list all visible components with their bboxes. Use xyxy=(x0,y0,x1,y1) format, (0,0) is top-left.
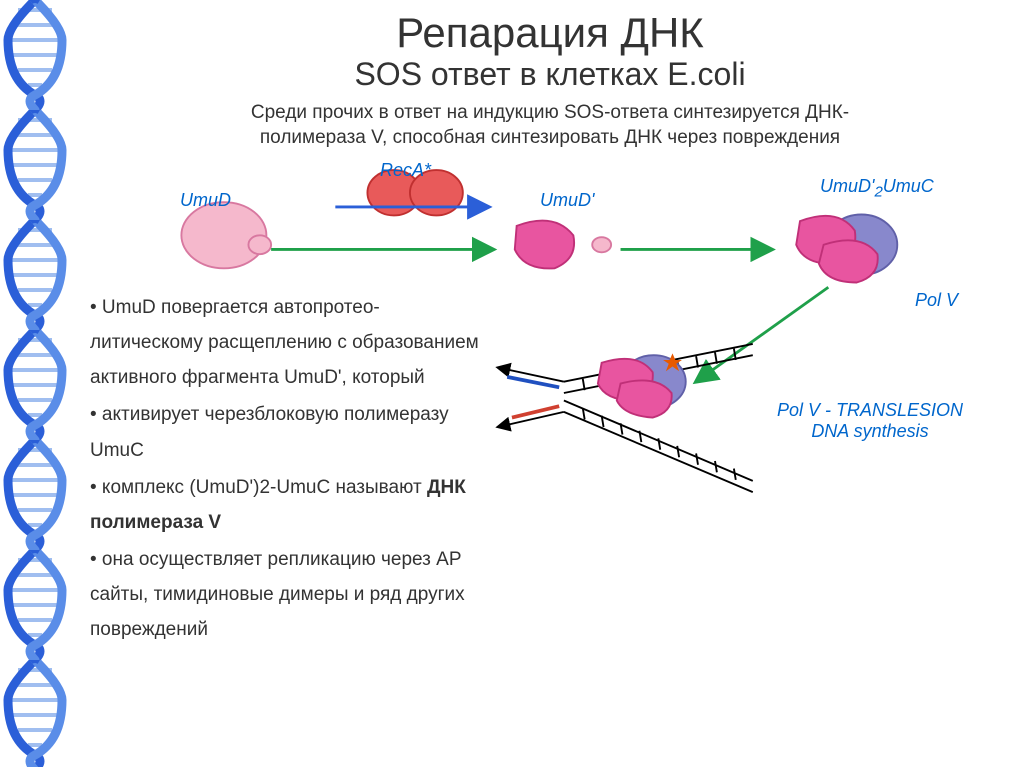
page-subtitle: SOS ответ в клетках E.coli xyxy=(85,56,1015,93)
umud-protein xyxy=(181,202,271,268)
label-reca: RecA* xyxy=(380,160,431,181)
arrow-to-dna xyxy=(696,287,828,381)
label-polv: Pol V xyxy=(915,290,958,311)
bullet-3: • комплекс (UmuD')2-UmuC называют ДНК по… xyxy=(90,470,490,540)
label-umud-prime: UmuD' xyxy=(540,190,594,211)
dna-helix-decoration xyxy=(0,0,70,767)
dna-fork xyxy=(498,344,753,492)
label-umud: UmuD xyxy=(180,190,231,211)
bullet-1: • UmuD повергается автопротео-литическом… xyxy=(90,290,490,395)
label-umud-complex: UmuD'2UmuC xyxy=(820,176,934,201)
polv-complex xyxy=(796,215,897,283)
intro-text-1: Среди прочих в ответ на индукцию SOS-отв… xyxy=(85,101,1015,126)
bullet-2: • активирует черезблоковую полимеразу Um… xyxy=(90,397,490,467)
intro-text-2: полимераза V, способная синтезировать ДН… xyxy=(85,126,1015,151)
bullet-list: • UmuD повергается автопротео-литическом… xyxy=(90,290,490,649)
label-polv-desc: Pol V - TRANSLESIONDNA synthesis xyxy=(770,400,970,442)
umud-prime-protein xyxy=(515,221,611,269)
bullet-4: • она осуществляет репликацию через АР с… xyxy=(90,542,490,647)
page-title: Репарация ДНК xyxy=(85,10,1015,56)
